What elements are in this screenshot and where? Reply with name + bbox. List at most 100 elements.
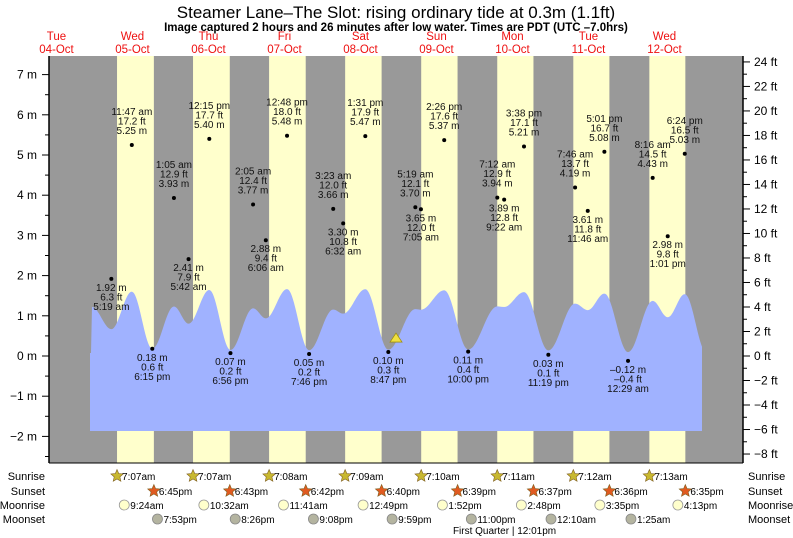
plot-frame	[48, 56, 744, 464]
tide-extreme-point	[341, 221, 346, 226]
right-tick-label: 22 ft	[754, 79, 778, 93]
water-level-area	[90, 289, 702, 431]
moonset-icon	[152, 513, 163, 525]
chart-subtitle: Image captured 2 hours and 26 minutes af…	[164, 22, 628, 34]
tide-extreme-label: 0.18 m	[137, 353, 168, 364]
tide-extreme-label: 12.9 ft	[160, 170, 188, 181]
tide-extreme-label: 0.3 ft	[377, 365, 399, 376]
tide-extreme-label: 5:19 am	[397, 169, 433, 180]
tide-extreme-label: 2:26 pm	[426, 102, 462, 113]
moonrise-icon	[594, 499, 606, 511]
tide-extreme-label: 3.93 m	[159, 179, 190, 190]
left-tick-label: 7 m	[17, 68, 37, 82]
tide-extreme-label: 18.0 ft	[273, 107, 301, 118]
tide-extreme-label: 0.1 ft	[537, 368, 559, 379]
tide-extreme-label: 6:15 pm	[134, 372, 170, 383]
tide-extreme-label: 17.7 ft	[195, 110, 223, 121]
sunset-time: 6:40pm	[387, 487, 420, 498]
tide-extreme-label: 5.21 m	[509, 128, 540, 139]
moonrise-time: 12:49pm	[369, 501, 408, 512]
tide-extreme-label: 11:19 pm	[528, 378, 569, 389]
right-tick-label: −4 ft	[754, 398, 778, 412]
right-tick-label: 0 ft	[754, 349, 771, 363]
tide-extreme-label: 3.66 m	[318, 190, 349, 201]
tide-extreme-label: 12.8 ft	[490, 213, 518, 224]
tide-extreme-label: 7:12 am	[479, 160, 515, 171]
moonset-time: 8:26pm	[241, 515, 274, 526]
right-tick-label: 12 ft	[754, 202, 778, 216]
sunrise-time: 7:12am	[578, 472, 611, 483]
tide-extreme-label: 3.77 m	[238, 185, 269, 196]
left-tick-label: 3 m	[17, 228, 37, 242]
tide-extreme-point	[418, 207, 423, 212]
current-tide-marker-icon	[389, 332, 403, 343]
tide-extreme-label: 12:15 pm	[188, 101, 230, 112]
left-tick-label: 5 m	[17, 148, 37, 162]
tide-extreme-label: 3.70 m	[400, 188, 431, 199]
tide-extreme-label: 3.30 m	[328, 227, 359, 238]
moonrise-row-label-left: Moonrise	[0, 500, 45, 512]
tide-extreme-label: 4.19 m	[560, 169, 591, 180]
moonrise-time: 2:48pm	[527, 501, 560, 512]
tide-extreme-point	[150, 346, 155, 351]
moon-phase-label: First Quarter | 12:01pm	[453, 526, 556, 537]
sunset-icon	[450, 483, 465, 497]
sunset-time: 6:35pm	[690, 487, 723, 498]
tide-extreme-label: 12.0 ft	[319, 180, 347, 191]
tide-extreme-point	[413, 205, 418, 210]
tide-extreme-label: 3.89 m	[489, 204, 520, 215]
day-of-week-label: Sat	[352, 31, 370, 43]
sunrise-icon	[186, 468, 200, 482]
tide-extreme-point	[573, 185, 578, 190]
left-tick-label: 1 m	[17, 309, 37, 323]
moonrise-time: 4:13pm	[684, 501, 717, 512]
sunrise-icon	[490, 468, 505, 482]
sunrise-row-label-left: Sunrise	[8, 471, 45, 483]
tide-extreme-label: 12.9 ft	[483, 169, 511, 180]
tide-extreme-label: 5.47 m	[350, 117, 381, 128]
moonset-time: 9:08pm	[319, 515, 352, 526]
moonrise-time: 10:32am	[210, 501, 249, 512]
tide-extreme-label: 7:05 am	[403, 232, 439, 243]
right-tick-label: 20 ft	[754, 104, 778, 118]
day-of-week-label: Fri	[278, 31, 291, 43]
tide-extreme-point	[171, 196, 176, 201]
moonrise-icon	[357, 499, 369, 511]
right-tick-label: 14 ft	[754, 177, 778, 191]
moonrise-icon	[437, 499, 448, 511]
day-of-week-label: Tue	[579, 31, 598, 43]
sunrise-time: 7:11am	[502, 472, 535, 483]
tide-extreme-label: 0.05 m	[294, 358, 325, 369]
sunrise-icon	[110, 468, 124, 482]
tide-extreme-label: 11:47 am	[111, 107, 152, 118]
tide-extreme-label: 8:47 pm	[370, 375, 406, 386]
moonset-time: 7:53pm	[163, 515, 196, 526]
sunset-icon	[222, 483, 237, 497]
tide-extreme-point	[495, 195, 500, 200]
tide-extreme-label: 1:05 am	[156, 160, 192, 171]
tide-extreme-label: –0.4 ft	[614, 374, 642, 385]
right-tick-label: −8 ft	[754, 447, 778, 461]
tide-extreme-label: 11.8 ft	[574, 224, 601, 235]
tide-extreme-label: 6:32 am	[325, 246, 361, 257]
tide-extreme-label: 9.4 ft	[255, 254, 277, 265]
day-of-week-label: Wed	[653, 31, 676, 43]
day-of-week-label: Sun	[426, 31, 446, 43]
sunset-time: 6:39pm	[463, 487, 496, 498]
tide-extreme-label: 3:38 pm	[506, 109, 542, 120]
sunset-time: 6:36pm	[614, 487, 647, 498]
tide-extreme-label: 16.5 ft	[671, 125, 699, 136]
left-tick-label: 0 m	[17, 349, 37, 363]
sunset-row-label-left: Sunset	[11, 486, 45, 498]
tide-extreme-point	[186, 257, 191, 262]
tide-area	[90, 289, 702, 431]
sunset-time: 6:42pm	[311, 487, 344, 498]
tide-extreme-label: 5.40 m	[194, 120, 225, 131]
tide-extreme-label: 5.03 m	[669, 135, 700, 146]
moonset-icon	[625, 513, 637, 525]
date-label: 07-Oct	[267, 44, 302, 56]
right-tick-label: 18 ft	[754, 128, 778, 142]
tide-extreme-label: 10.8 ft	[329, 237, 357, 248]
tide-extreme-label: 17.1 ft	[510, 118, 538, 129]
